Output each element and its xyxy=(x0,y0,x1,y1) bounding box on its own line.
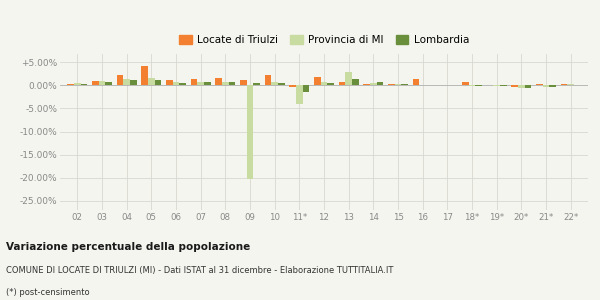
Bar xyxy=(92,82,98,86)
Bar xyxy=(222,82,229,86)
Legend: Locate di Triulzi, Provincia di MI, Lombardia: Locate di Triulzi, Provincia di MI, Lomb… xyxy=(177,33,471,47)
Bar xyxy=(314,76,320,85)
Bar xyxy=(413,80,419,85)
Bar xyxy=(320,82,328,85)
Bar xyxy=(568,85,574,86)
Bar xyxy=(179,82,186,85)
Bar xyxy=(123,80,130,85)
Bar xyxy=(80,84,87,85)
Bar xyxy=(561,84,568,86)
Text: (*) post-censimento: (*) post-censimento xyxy=(6,288,89,297)
Bar xyxy=(401,84,408,86)
Bar xyxy=(550,85,556,88)
Bar xyxy=(247,85,253,178)
Bar xyxy=(173,82,179,85)
Bar xyxy=(302,85,310,92)
Bar xyxy=(395,84,401,85)
Bar xyxy=(364,84,370,85)
Bar xyxy=(141,65,148,86)
Bar xyxy=(518,85,525,88)
Bar xyxy=(130,80,137,86)
Bar xyxy=(289,85,296,87)
Bar xyxy=(116,75,123,86)
Bar xyxy=(511,85,518,86)
Bar xyxy=(462,82,469,86)
Bar xyxy=(338,82,346,85)
Bar xyxy=(229,82,235,85)
Bar xyxy=(67,84,74,85)
Bar xyxy=(191,80,197,85)
Bar xyxy=(377,82,383,85)
Bar xyxy=(197,82,204,86)
Bar xyxy=(346,72,352,86)
Bar xyxy=(475,85,482,86)
Bar xyxy=(148,79,155,86)
Text: Variazione percentuale della popolazione: Variazione percentuale della popolazione xyxy=(6,242,250,251)
Bar xyxy=(493,85,500,86)
Bar xyxy=(166,80,173,86)
Bar xyxy=(265,75,271,86)
Bar xyxy=(370,82,377,85)
Bar xyxy=(271,82,278,86)
Bar xyxy=(74,83,80,85)
Bar xyxy=(278,83,284,86)
Bar xyxy=(215,79,222,86)
Text: COMUNE DI LOCATE DI TRIULZI (MI) - Dati ISTAT al 31 dicembre - Elaborazione TUTT: COMUNE DI LOCATE DI TRIULZI (MI) - Dati … xyxy=(6,266,394,274)
Bar xyxy=(543,85,550,87)
Bar xyxy=(352,79,359,86)
Bar xyxy=(536,85,543,86)
Bar xyxy=(296,85,302,104)
Bar xyxy=(525,85,532,88)
Bar xyxy=(253,82,260,85)
Bar xyxy=(155,80,161,86)
Bar xyxy=(240,80,247,86)
Bar xyxy=(500,85,507,86)
Bar xyxy=(105,82,112,85)
Bar xyxy=(98,81,105,85)
Bar xyxy=(204,82,211,85)
Bar xyxy=(388,84,395,86)
Bar xyxy=(328,82,334,85)
